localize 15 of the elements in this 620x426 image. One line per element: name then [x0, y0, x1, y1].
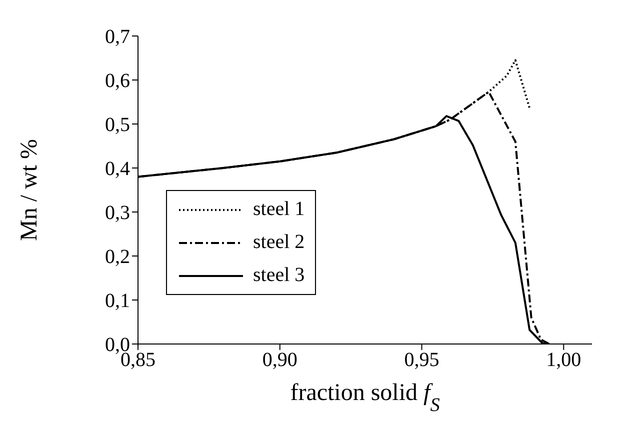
x-tick-label: 0,90: [262, 349, 298, 372]
y-tick-label: 0,6: [105, 70, 130, 92]
legend-label: steel 1: [253, 198, 305, 221]
y-tick-label: 0,1: [105, 290, 130, 312]
y-tick-label: 0,4: [105, 158, 130, 180]
legend-label: steel 2: [253, 231, 305, 254]
y-tick-label: 0,3: [105, 202, 130, 224]
x-tick-label: 1,00: [546, 349, 582, 372]
x-axis-title: fraction solid f$_{S}$: [290, 380, 440, 416]
y-axis-title: Mn / wt %: [16, 138, 43, 241]
y-tick-label: 0,5: [105, 114, 130, 136]
legend-label: steel 3: [253, 264, 305, 287]
y-tick-label: 0,2: [105, 246, 130, 268]
x-tick-label: 0,95: [404, 349, 440, 372]
y-tick-label: 0,7: [105, 26, 130, 48]
